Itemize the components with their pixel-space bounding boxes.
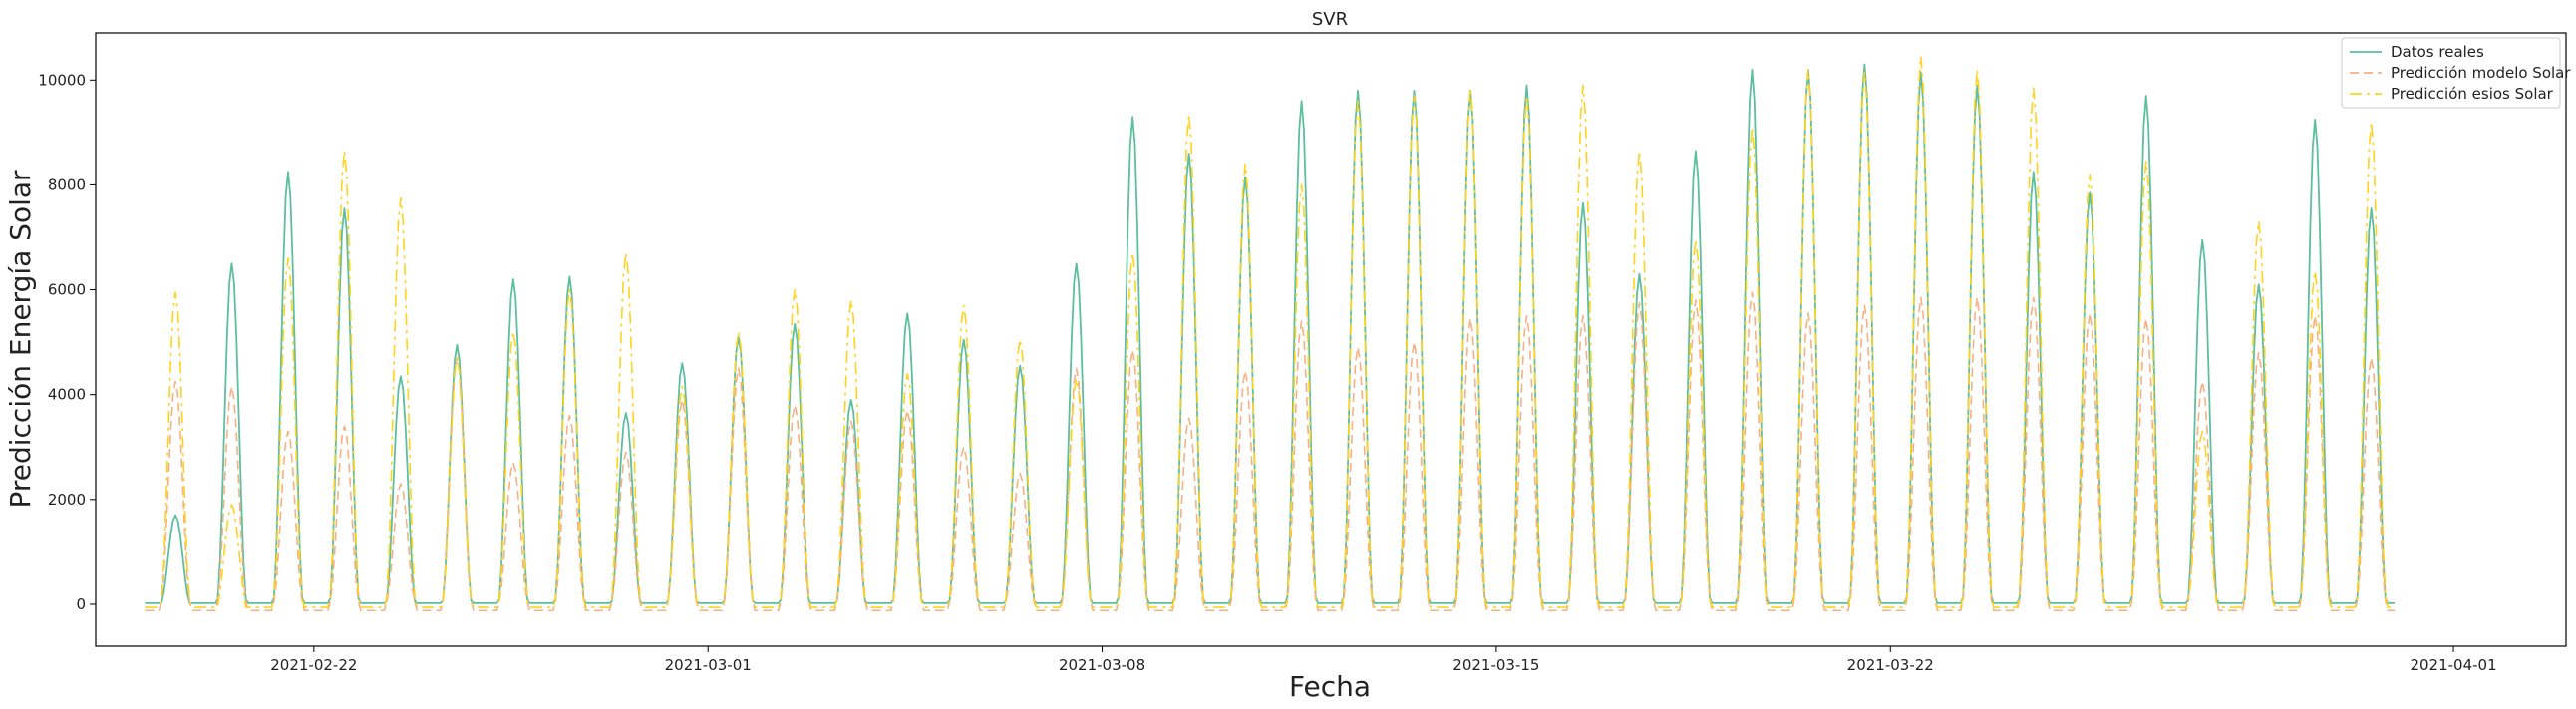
plot-series: [145, 55, 2396, 612]
series-line-1: [145, 63, 2396, 604]
legend-label-1: Datos reales: [2391, 43, 2484, 61]
legend: Datos reales Predicción modelo Solar Predi…: [2341, 37, 2571, 109]
y-tick-label: 8000: [48, 176, 86, 193]
y-tick-label: 10000: [38, 71, 86, 89]
x-tick-label: 2021-03-01: [665, 656, 752, 674]
x-tick-label: 2021-02-22: [270, 656, 357, 674]
x-axis: 2021-02-22 2021-03-01 2021-03-08 2021-03-15…: [270, 646, 2497, 674]
x-tick-label: 2021-03-08: [1059, 656, 1145, 674]
legend-box: [2341, 37, 2561, 109]
y-axis: 0 2000 4000 6000 8000 10000: [38, 71, 96, 613]
legend-label-3: Predicción esios Solar: [2391, 85, 2554, 103]
y-axis-title: Predicción Energía Solar: [4, 170, 37, 509]
series-line-2: [145, 291, 2396, 612]
chart-title: SVR: [1312, 9, 1348, 30]
y-tick-label: 6000: [48, 281, 86, 299]
x-tick-label: 2021-03-22: [1847, 656, 1934, 674]
x-axis-title: Fecha: [1289, 670, 1371, 703]
y-tick-label: 0: [76, 595, 86, 613]
x-tick-label: 2021-03-15: [1452, 656, 1539, 674]
y-tick-label: 4000: [48, 386, 86, 404]
legend-label-2: Predicción modelo Solar: [2391, 64, 2571, 82]
x-tick-label: 2021-04-01: [2410, 656, 2496, 674]
plot-frame: [95, 32, 2567, 647]
series-line-3: [145, 55, 2396, 608]
y-tick-label: 2000: [48, 491, 86, 509]
